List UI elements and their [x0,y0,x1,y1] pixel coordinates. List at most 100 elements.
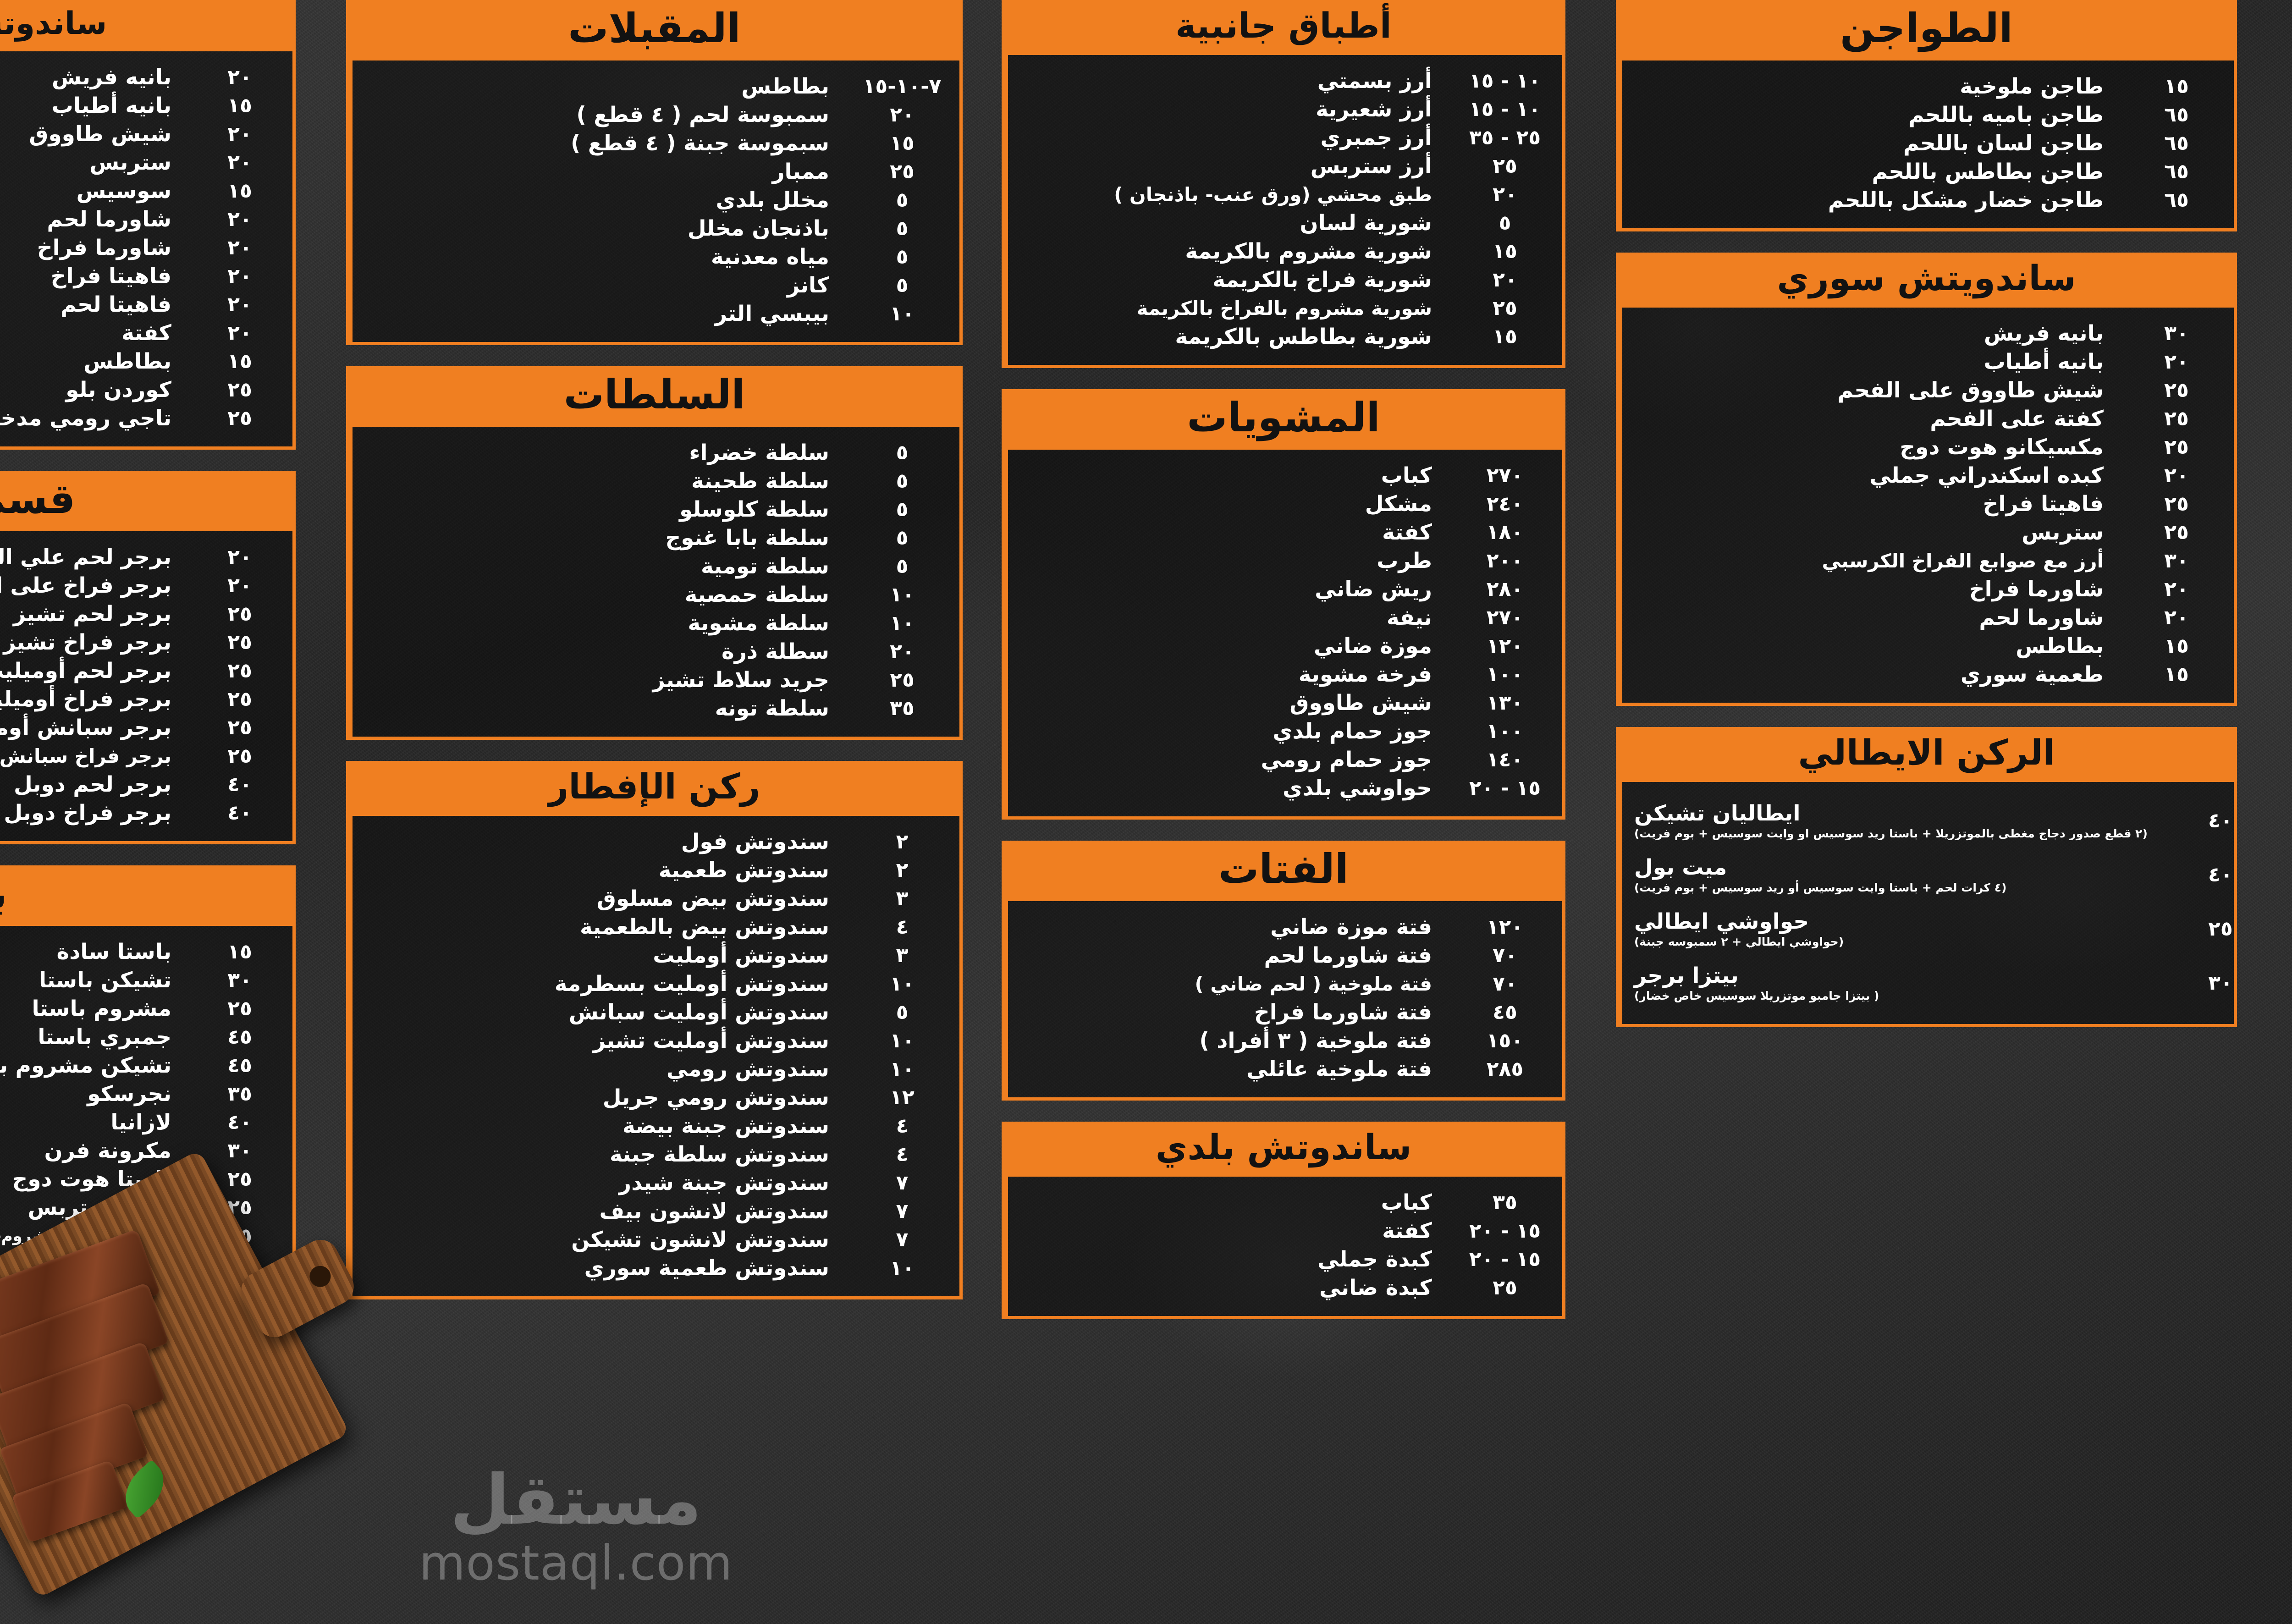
menu-item-name: مشروم باستا [32,996,171,1021]
menu-item-row: كوردن بلو [0,376,171,404]
menu-item-row: سندوتش فول [364,828,829,856]
menu-section-breakfast-corner: ركن الإفطار سندوتش فول سندوتش طعمية سندوتش … [346,761,963,1299]
menu-item-price: ٧ [896,1171,909,1195]
menu-item-price: ٧٠ [1493,944,1517,967]
menu-item-name: برجر فراخ على الفحم [0,573,171,598]
section-body-baladi-sandwich: كباب كفتة كبدة جملي كبدة ضاني ٣٥ ١٥ - ٢٠ ١٥ - … [1002,1177,1565,1319]
menu-item-row: سبموسة جبنة ( ٤ قطع ) [364,129,829,158]
menu-item-name: سندوتش لانشون بيف [599,1199,829,1224]
menu-item-name: فتة ملوخية ( ٣ أفراد ) [1199,1028,1432,1053]
menu-item-name: بانيه فريش [1983,321,2104,346]
menu-item-name: برجر لحم دوبل [13,772,171,797]
menu-item-price: ١٥ [2164,634,2189,658]
menu-item-price: ١٣٠ [1486,691,1524,715]
menu-section-italian-corner: الركن الايطالي ايطاليان تشيكن (٢ قطع صدور … [1616,727,2237,1027]
menu-item-price: ٢٠ [2164,464,2189,487]
menu-item-price: ٢٤٠ [1486,492,1524,516]
menu-item-price: ٤ [896,1114,909,1138]
menu-item-price: ٥ [896,469,909,493]
menu-item-name: كفتة على الفحم [1930,406,2104,431]
menu-section-syrian-sandwich: ساندويتش سوري بانيه فريش بانيه أطياب شيش طا… [1616,253,2237,706]
item-name-column: سندوتش فول سندوتش طعمية سندوتش بيض مسلوق سن… [349,816,845,1296]
menu-item-row: شيش طاووق [1020,689,1432,717]
menu-item-name: سندوتش لانشون تشيكن [571,1227,829,1252]
menu-item-row: طاجن باميه باللحم [1634,101,2104,129]
menu-item-price: ١٠ [890,1057,915,1081]
menu-item-name: برجر سبانش أوميليت [0,715,171,740]
menu-item-price: ٢٠ [227,122,252,146]
menu-item-row: برجر لحم أوميليت [0,657,171,685]
menu-item-row: فتة موزة ضاني [1020,913,1432,941]
menu-item-row: أرز بسمتي [1020,67,1432,95]
menu-item-row: أرز جمبري [1020,124,1432,152]
menu-item-name: برجر فراخ دوبل [4,800,171,826]
menu-item-price: ١٥ - ٢٠ [1469,1248,1541,1271]
section-body-syrian-sandwich: بانيه فريش بانيه أطياب شيش طاووق على الفحم… [1616,308,2237,706]
menu-item-name: سبموسة جبنة ( ٤ قطع ) [571,131,829,156]
menu-item-row: باستا سادة [0,938,171,966]
menu-item-price: ٢ [896,859,909,882]
menu-item-row: شورية بطاطس بالكريمة [1020,323,1432,351]
section-header-side-dishes: أطباق جانبية [1002,0,1565,55]
menu-item-name: بيتزا برجر( بيتزا جامبو موتزريلا سوسيس خ… [1634,956,2148,1010]
menu-section-tagines: الطواجن طاجن ملوخية طاجن باميه باللحم طاجن … [1616,0,2237,231]
menu-item-name: طاجن لسان باللحم [1903,131,2104,156]
menu-item-name: سندوتش بيض بالطعمية [580,914,829,940]
price-column: ٤٠ ٤٠ ٢٥ ٣٠ [2163,782,2278,1024]
menu-item-row: شاورما فراخ [1634,575,2104,604]
menu-item-row: بولينيز ( مكرونه شريطة- صوص أحمر- مشروم) [0,1250,171,1279]
menu-item-name: كبده اسكندراني جملي [1869,463,2104,488]
price-column: ٧-١٠-١٥ ٢٠ ١٥ ٢٥ ٥ ٥ ٥ ٥ ١٠ [845,61,959,342]
menu-item-row: ريش ضاني [1020,575,1432,604]
section-body-grills: كباب مشكل كفتة طرب ريش ضاني نيفة موزة ضاني فرخة… [1002,450,1565,820]
menu-item-row: بانيه فريش [0,63,171,92]
menu-item-row: جمبري باستا [0,1023,171,1051]
menu-item-name: بولينيز ( مكرونه شريطة- صوص أحمر- مشروم) [0,1255,171,1275]
menu-section-baladi-sandwich: ساندوتش بلدي كباب كفتة كبدة جملي كبدة ضاني ٣٥… [1002,1122,1565,1319]
menu-item-name: كفتة [1382,1218,1432,1244]
menu-item-price: ٢٠ [1493,183,1517,206]
menu-item-name: سلطة تونه [715,696,829,721]
menu-item-row: شيش طاووق على الفحم [1634,376,2104,405]
menu-item-row: سندوتش طعمية سوري [364,1254,829,1283]
menu-item-price: ٥ [896,188,909,212]
menu-item-price: ١٠ - ١٥ [1469,98,1541,121]
menu-item-name: فاهيتا فراخ [1983,491,2104,517]
menu-item-row: كبده اسكندراني جملي [1634,462,2104,490]
menu-item-name: كانز [787,273,829,298]
menu-item-price: ٤٠ [227,801,252,825]
menu-item-price: ٢ [896,830,909,853]
menu-item-row: تشيكن مشروم باستا [0,1051,171,1080]
section-body-salads: سلطة خضراء سلطة طحينة سلطة كلوسلو سلطة بابا… [346,427,963,740]
menu-item-row: بانيه أطياب [0,92,171,120]
section-header-grills: المشويات [1002,389,1565,450]
menu-item-row: طاجن لسان باللحم [1634,129,2104,158]
menu-item-price: ٢٠ [227,321,252,345]
item-name-column: بطاطس سمبوسة لحم ( ٤ قطع ) سبموسة جبنة ( ٤… [349,61,845,342]
menu-item-name: بانيه فريش [51,65,171,90]
menu-item-price: ٦٥ [2164,103,2189,127]
menu-item-price: ٣٥ [1493,1191,1517,1214]
menu-item-name: بانيه أطياب [51,93,171,118]
menu-item-price: ٢٨٠ [1486,578,1524,601]
menu-item-name: فتة موزة ضاني [1270,914,1432,940]
menu-item-row: سندوتش أومليت بسطرمة [364,970,829,998]
menu-item-name: سوسيس [76,178,171,204]
menu-item-price: ٢٥ [227,602,252,626]
menu-item-row: سندوتش طعمية [364,856,829,885]
menu-item-row: مخلل بلدي [364,186,829,215]
menu-item-row: طاجن خضار مشكل باللحم [1634,186,2104,215]
menu-item-row: شورية مشروم بالكريمة [1020,237,1432,266]
section-body-french-sandwich: بانيه فريش بانيه أطياب شيش طاووق ستربس سوسيس… [0,51,296,450]
menu-item-row: سلطة حمصية [364,581,829,609]
menu-item-name: برجر لحم تشيز [13,601,171,627]
menu-item-row: باذنجان مخلل [364,215,829,243]
menu-item-name: ميت بول (٤ كرات لحم + باستا وايت سوسيس أو… [1634,848,2148,902]
menu-item-row: سندوتش رومي جريل [364,1084,829,1112]
menu-item-row: ايطاليان تشيكن (٢ قطع صدور دجاج مغطى بالم… [1634,794,2148,848]
menu-item-row: فاهيتا فراخ [0,262,171,291]
menu-item-name: شيش طاووق [1289,690,1432,716]
menu-item-row: شاورما لحم [1634,604,2104,632]
menu-item-row: كباب [1020,462,1432,490]
menu-item-price: ١٠ [890,583,915,606]
